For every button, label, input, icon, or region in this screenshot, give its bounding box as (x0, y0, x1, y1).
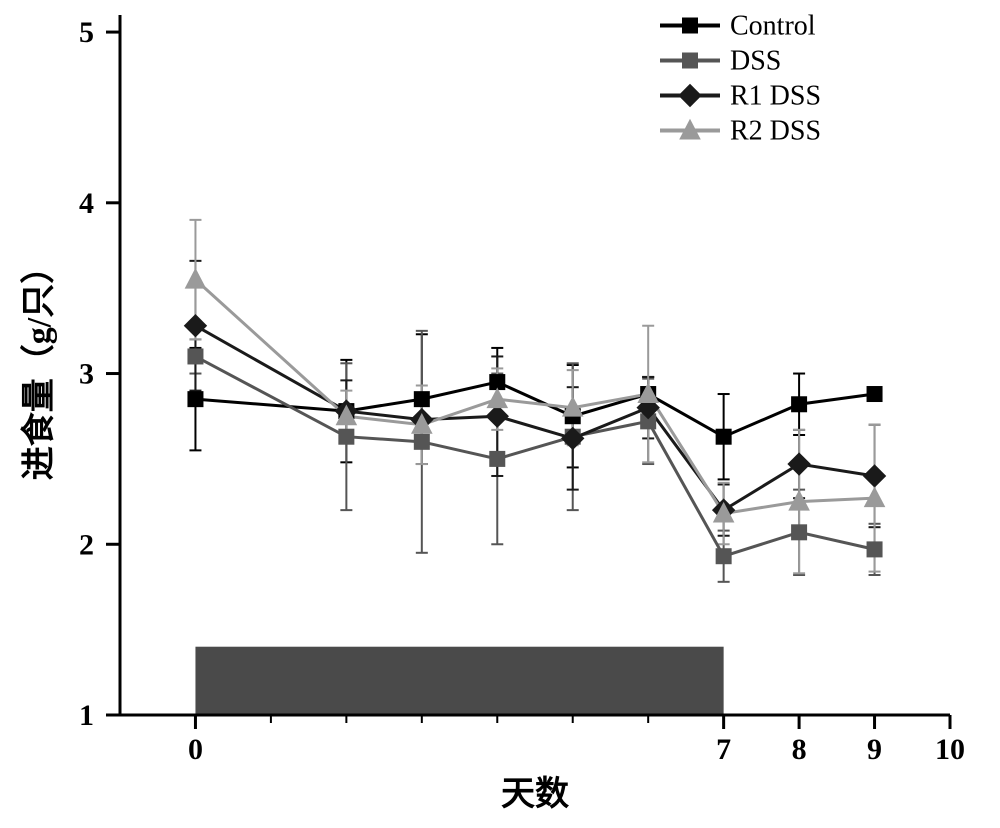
x-tick-label: 9 (867, 733, 882, 766)
y-tick-label: 4 (79, 187, 94, 220)
legend-label: R1 DSS (730, 81, 821, 112)
dss-period-region (195, 647, 723, 715)
y-tick-label: 1 (79, 699, 94, 732)
x-tick-label: 0 (188, 733, 203, 766)
x-tick-label: 7 (716, 733, 731, 766)
x-axis-title: 天数 (501, 775, 569, 813)
chart-svg: 0 7 8 9 10 1 2 3 4 5 天数 进食量（g/只） Control DSS R1 DSS R2 … (0, 0, 1000, 828)
legend-label: DSS (730, 46, 781, 77)
series-line (195, 356, 874, 556)
x-tick-label: 8 (792, 733, 807, 766)
series-line (195, 326, 874, 510)
y-tick-label: 2 (79, 528, 94, 561)
chart-container: { "chart": { "type": "line", "width": 10… (0, 0, 1000, 828)
x-tick-label: 10 (935, 733, 965, 766)
y-tick-label: 3 (79, 358, 94, 391)
y-axis-title: 进食量（g/只） (19, 250, 58, 480)
y-tick-label: 5 (79, 16, 94, 49)
legend-label: Control (730, 11, 816, 42)
legend-label: R2 DSS (730, 116, 821, 147)
